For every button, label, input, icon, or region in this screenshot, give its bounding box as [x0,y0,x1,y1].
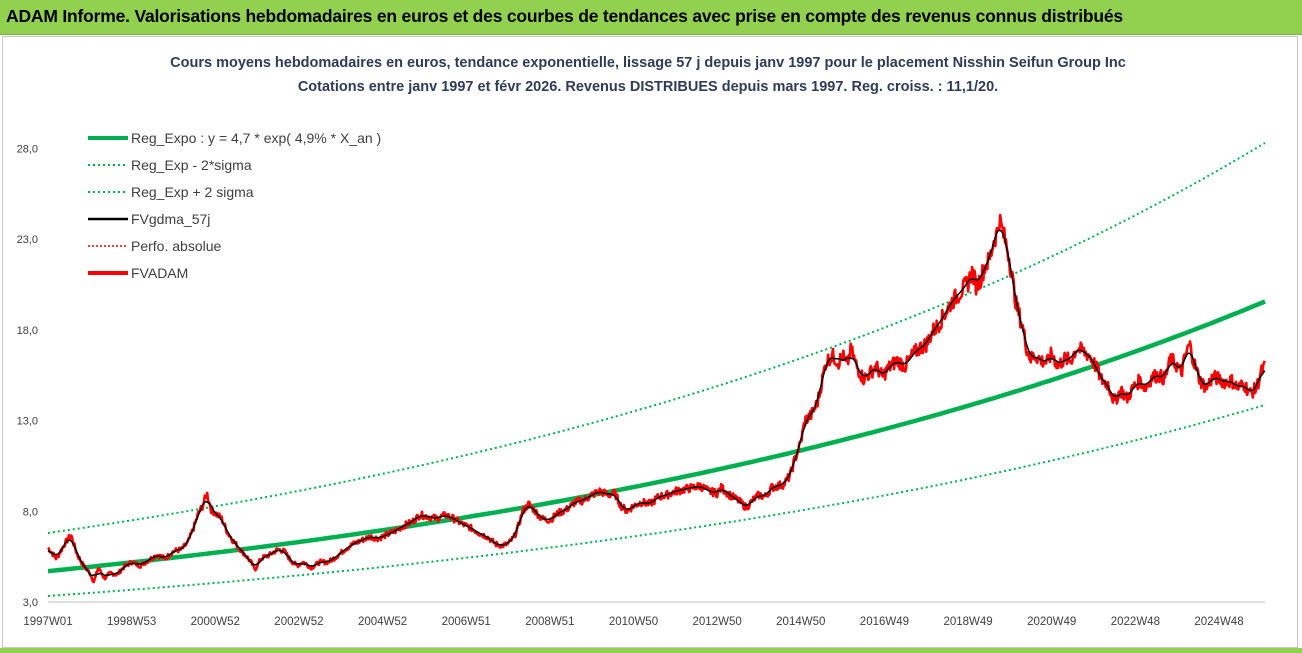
legend-entry: Reg_Expo : y = 4,7 * exp( 4,9% * X_an ) [131,130,381,146]
series-line [47,229,1266,577]
x-tick-label: 1998W53 [107,616,156,628]
x-tick-label: 2006W51 [442,616,491,628]
x-tick-label: 2008W51 [525,616,574,628]
legend-entry: Perfo. absolue [131,238,221,254]
y-tick-label: 23,0 [17,234,38,246]
plot-area [47,142,1266,597]
series-line [47,299,1266,574]
legend-entry: Reg_Exp - 2*sigma [131,157,252,173]
x-tick-label: 2016W49 [860,616,909,628]
series-line [47,142,1266,534]
legend: Reg_Expo : y = 4,7 * exp( 4,9% * X_an ) R… [88,130,381,281]
series-line [47,403,1266,597]
legend-entry: Reg_Exp + 2 sigma [131,184,254,200]
legend-entry: FVADAM [131,265,188,281]
x-tick-label: 2014W50 [776,616,825,628]
bottom-strip [0,648,1302,653]
x-axis: 1997W01 1998W53 2000W52 2002W52 2004W52 2006W… [23,616,1243,628]
x-tick-label: 2022W48 [1111,616,1160,628]
chart-frame [2,36,1298,648]
series-line [47,213,1266,584]
x-tick-label: 2002W52 [274,616,323,628]
x-tick-label: 2018W49 [943,616,992,628]
y-tick-label: 8,0 [23,506,38,518]
x-tick-label: 1997W01 [23,616,72,628]
x-tick-label: 2004W52 [358,616,407,628]
report-header: ADAM Informe. Valorisations hebdomadaire… [0,0,1302,35]
y-tick-label: 3,0 [23,597,38,609]
y-tick-label: 13,0 [17,416,38,428]
x-tick-label: 2024W48 [1194,616,1243,628]
x-tick-label: 2010W50 [609,616,658,628]
x-tick-label: 2012W50 [693,616,742,628]
chart-subtitle-line2: Cotations entre janv 1997 et févr 2026. … [298,79,998,95]
y-tick-label: 28,0 [17,143,38,155]
chart-subtitle-line1: Cours moyens hebdomadaires en euros, ten… [170,55,1126,71]
y-axis: 3,0 8,0 13,0 18,0 23,0 28,0 [17,143,38,609]
y-tick-label: 18,0 [17,325,38,337]
legend-entry: FVgdma_57j [131,211,210,227]
x-tick-label: 2020W49 [1027,616,1076,628]
x-tick-label: 2000W52 [191,616,240,628]
report-title: ADAM Informe. Valorisations hebdomadaire… [6,6,1123,26]
